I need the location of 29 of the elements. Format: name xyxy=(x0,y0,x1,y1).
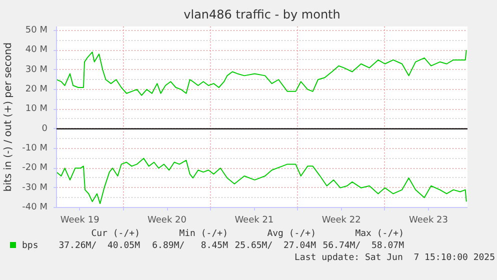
x-tick-label: Week 20 xyxy=(148,216,187,226)
y-tick-label: 30 M xyxy=(25,64,48,75)
text: Cur (-/+) xyxy=(90,228,140,240)
y-tick-label: 20 M xyxy=(25,84,48,94)
y-tick-label: -10 M xyxy=(22,143,48,154)
x-tick-label: Week 19 xyxy=(60,216,100,226)
x-tick-label: Week 22 xyxy=(322,216,361,226)
y-tick-label: 50 M xyxy=(25,25,48,36)
text: Last update: Sat Jun 7 15:10:00 2025 xyxy=(294,252,495,264)
y-tick-label: -40 M xyxy=(22,202,48,212)
text: 37.26M/ 40.05M xyxy=(58,240,140,252)
chart-title: vlan486 traffic - by month xyxy=(184,8,340,22)
y-tick-label: 10 M xyxy=(25,104,48,114)
y-tick-label: -30 M xyxy=(22,182,48,193)
line-series xyxy=(56,50,467,96)
x-tick-label: Week 21 xyxy=(234,216,274,226)
y-tick-label: 0 xyxy=(42,124,48,134)
y-tick-label: -20 M xyxy=(22,163,48,174)
text: Max (-/+) xyxy=(354,228,404,240)
text: Avg (-/+) xyxy=(266,228,316,240)
x-tick-label: Week 23 xyxy=(409,216,448,226)
text: 25.65M/ 27.04M xyxy=(234,240,316,252)
line-series xyxy=(56,158,467,204)
text: 6.89M/ 8.45M xyxy=(151,240,228,252)
y-tick-label: 40 M xyxy=(25,45,48,56)
y-axis-title: bits in (-) / out (+) per second xyxy=(3,42,14,192)
text: Min (-/+) xyxy=(178,228,228,240)
text: 56.74M/ 58.07M xyxy=(322,240,404,252)
legend-label: bps xyxy=(21,240,40,252)
